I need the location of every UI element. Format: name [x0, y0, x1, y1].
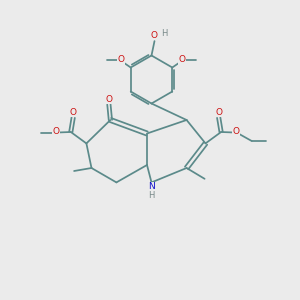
Text: O: O — [52, 128, 60, 136]
Text: O: O — [179, 55, 186, 64]
Text: O: O — [117, 55, 124, 64]
Text: O: O — [232, 128, 239, 136]
Text: O: O — [215, 108, 222, 117]
Text: O: O — [150, 31, 158, 40]
Text: O: O — [105, 94, 112, 103]
Text: N: N — [148, 182, 155, 191]
Text: H: H — [148, 190, 155, 200]
Text: O: O — [70, 108, 77, 117]
Text: H: H — [161, 28, 167, 38]
